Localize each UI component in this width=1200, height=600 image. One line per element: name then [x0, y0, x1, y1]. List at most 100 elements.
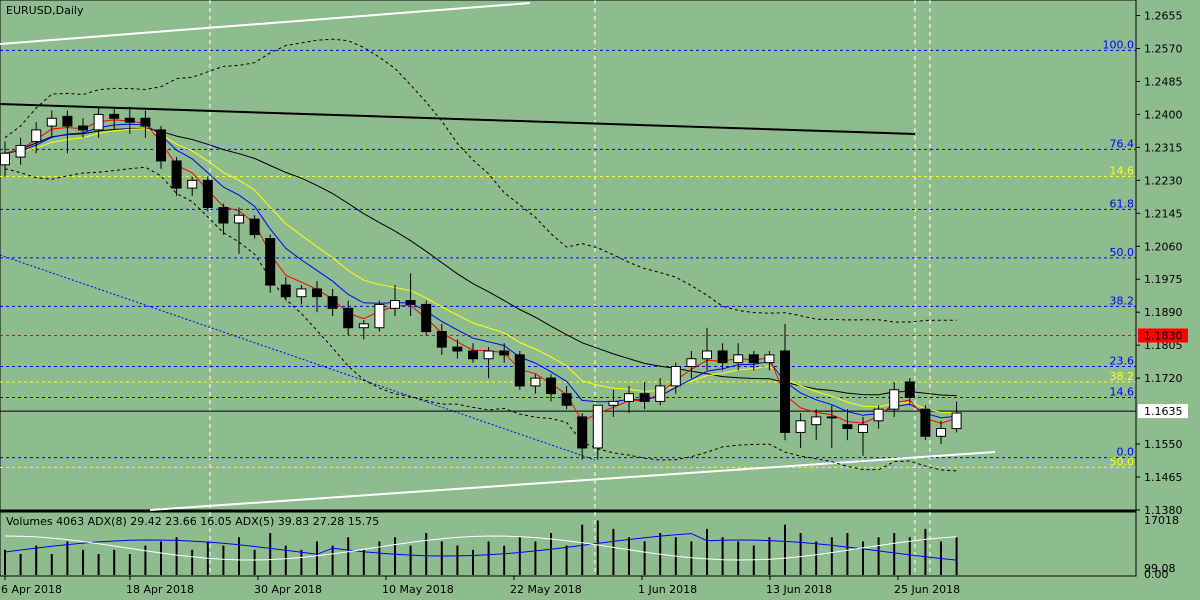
price-tick-label: 1.2145 [1144, 207, 1183, 220]
fib-level-label: 76.4 [1110, 137, 1135, 150]
candle-body [702, 350, 712, 360]
candle-body [483, 350, 494, 360]
fib-level-label: 14.6 [1110, 386, 1135, 399]
price-tick-label: 1.2060 [1144, 240, 1183, 253]
candle-body [280, 284, 291, 298]
main-pane-frame [0, 0, 1137, 511]
candle-body [62, 115, 73, 127]
lower-band-line [4, 166, 957, 472]
candle-body [592, 404, 603, 449]
candle-body [826, 416, 837, 419]
candle-body [842, 424, 853, 430]
candle-body [46, 117, 57, 127]
price-tick-label: 1.2315 [1144, 141, 1183, 154]
candle-body [202, 179, 213, 208]
resistance-price-tag [1138, 328, 1188, 343]
candle-body [655, 385, 666, 402]
volume-scale-mid: 99.08 [1144, 562, 1176, 575]
candle-body [811, 416, 822, 426]
candle-body [577, 416, 588, 449]
chart-title: EURUSD,Daily [6, 4, 84, 17]
time-tick-label: 13 Jun 2018 [766, 583, 832, 596]
current-price-tag [1138, 404, 1188, 419]
candle-body [156, 129, 166, 162]
price-tick-label: 1.1975 [1144, 273, 1183, 286]
resistance-price-label: 1.1830 [1144, 329, 1183, 342]
candle-body [249, 218, 260, 236]
price-tick-label: 1.2570 [1144, 42, 1183, 55]
candle-body [421, 303, 432, 333]
candle-body [405, 300, 416, 305]
current-price-label: 1.1635 [1144, 405, 1183, 418]
candle-body [717, 350, 728, 364]
candle-body [343, 307, 354, 329]
candle-body [608, 400, 619, 406]
candle-body [686, 358, 697, 368]
candle-body [858, 424, 868, 433]
price-tick-label: 1.2400 [1144, 108, 1183, 121]
candle-body [452, 346, 463, 352]
time-tick-label: 6 Apr 2018 [1, 583, 62, 596]
long-trend-line [0, 103, 916, 135]
volume-scale-max: 17018 [1144, 514, 1179, 527]
candle-body [936, 428, 946, 437]
adx-white-line [4, 535, 957, 561]
candle-body [234, 214, 244, 224]
candle-body [889, 389, 900, 410]
price-tick-label: 1.1720 [1144, 372, 1183, 385]
candle-body [530, 377, 541, 387]
time-tick-label: 18 Apr 2018 [126, 583, 194, 596]
candle-body [171, 160, 182, 189]
candle-body [624, 393, 634, 402]
time-tick-label: 10 May 2018 [382, 583, 454, 596]
upper-band-line [4, 38, 957, 323]
price-tick-label: 1.2485 [1144, 75, 1183, 88]
price-tick-label: 1.1380 [1144, 504, 1183, 517]
candle-body [795, 420, 806, 433]
candle-body [140, 117, 151, 127]
price-tick-label: 1.2655 [1144, 10, 1183, 23]
candle-body [468, 350, 478, 360]
candle-body [561, 393, 572, 406]
descending-channel-line [0, 254, 596, 461]
candle-body [390, 300, 400, 309]
fib-level-label: 50.0 [1110, 246, 1135, 259]
lower-channel-line [149, 451, 996, 511]
candle-body [920, 408, 931, 437]
candle-body [187, 179, 198, 189]
time-tick-label: 25 Jun 2018 [894, 583, 960, 596]
fib-level-label: 100.0 [1103, 38, 1135, 51]
candle-body [265, 238, 276, 286]
price-tick-label: 1.1550 [1144, 438, 1183, 451]
candle-body [546, 377, 556, 395]
upper-channel-line [0, 2, 531, 45]
price-tick-label: 1.1465 [1144, 471, 1183, 484]
price-tick-label: 1.2230 [1144, 174, 1183, 187]
candle-body [873, 408, 884, 422]
candle-body [218, 206, 229, 224]
candle-body [764, 354, 775, 364]
candle-body [124, 117, 135, 123]
price-tick-label: 1.1890 [1144, 306, 1183, 319]
time-tick-label: 30 Apr 2018 [254, 583, 322, 596]
candle-body [374, 303, 385, 329]
adx-blue-line [4, 533, 957, 561]
candle-body [436, 331, 447, 348]
fib-level-label: 61.8 [1110, 197, 1135, 210]
candle-body [639, 393, 650, 402]
ma-yellow-line [4, 128, 957, 413]
time-tick-label: 1 Jun 2018 [638, 583, 697, 596]
candle-body [296, 288, 307, 298]
time-tick-label: 22 May 2018 [510, 583, 582, 596]
indicator-label: Volumes 4063 ADX(8) 29.42 23.66 16.05 AD… [6, 515, 380, 528]
candle-body [78, 125, 88, 131]
fib-level-label: 0.0 [1117, 446, 1135, 459]
candle-body [312, 288, 322, 298]
candle-body [670, 366, 681, 387]
fib-level-label: 14.6 [1110, 164, 1135, 177]
candle-body [514, 354, 525, 387]
candle-body [499, 350, 510, 356]
candle-body [327, 296, 338, 309]
candle-body [733, 354, 744, 364]
